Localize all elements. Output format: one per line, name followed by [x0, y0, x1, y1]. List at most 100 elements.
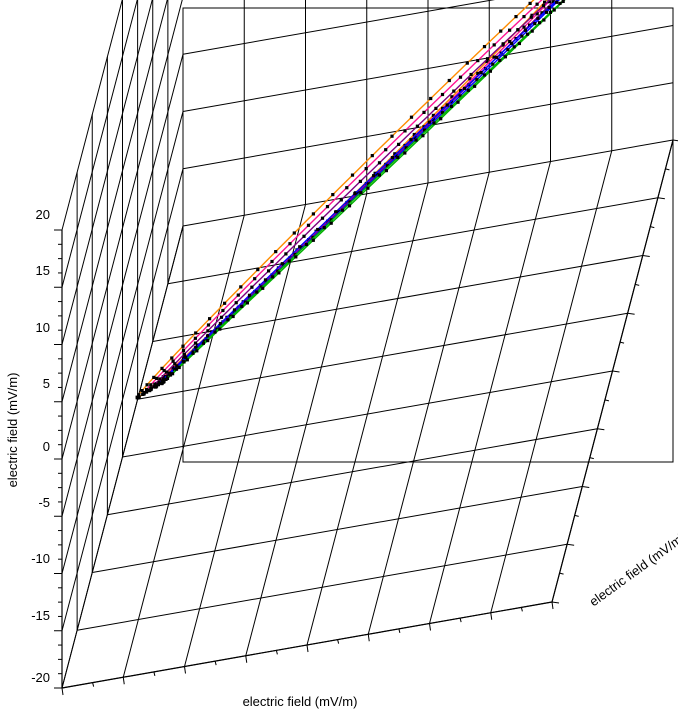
data-point	[182, 352, 186, 356]
data-point	[397, 142, 401, 146]
data-point	[160, 366, 164, 370]
data-point	[274, 250, 278, 254]
data-point	[168, 373, 173, 377]
data-point	[206, 339, 210, 343]
z-tick-label: -10	[31, 551, 50, 566]
data-point	[403, 129, 407, 133]
data-point	[514, 15, 518, 19]
data-point	[154, 385, 158, 389]
data-point	[473, 84, 477, 88]
y-axis-tick	[635, 283, 640, 286]
data-point	[503, 55, 507, 59]
data-point	[155, 381, 159, 386]
data-point	[206, 334, 210, 338]
y-axis-tick	[642, 255, 650, 257]
data-point	[213, 330, 217, 334]
data-point	[431, 113, 435, 117]
data-point	[476, 71, 480, 75]
z-tick-labels: 20 15 10 5 0 -5 -10 -15 -20	[31, 207, 50, 685]
data-point	[536, 16, 540, 20]
x-axis-tick	[490, 612, 493, 620]
data-point	[194, 345, 198, 349]
floor-line-y	[122, 370, 613, 458]
data-point	[485, 59, 489, 64]
data-point	[516, 28, 520, 32]
data-point	[396, 155, 400, 160]
y-axis-tick	[665, 168, 670, 171]
data-point	[340, 208, 345, 212]
data-point	[414, 138, 418, 142]
data-point	[173, 367, 177, 371]
x-axis-tick	[337, 639, 340, 644]
y-axis-tick	[627, 312, 635, 315]
data-point	[280, 262, 284, 266]
data-point	[434, 106, 438, 110]
data-point	[302, 234, 306, 238]
data-point	[535, 12, 539, 16]
x-axis-tick	[367, 634, 370, 642]
data-point	[439, 117, 443, 121]
data-point	[538, 21, 542, 25]
data-point	[255, 290, 259, 294]
data-point	[218, 327, 222, 331]
data-point	[247, 293, 252, 297]
data-point	[377, 173, 381, 177]
x-axis-tick	[398, 628, 401, 633]
data-point	[223, 301, 227, 305]
data-point	[441, 111, 445, 115]
data-point	[307, 238, 311, 242]
z-tick-label: 15	[36, 263, 50, 278]
data-point	[427, 120, 431, 124]
data-point	[294, 255, 298, 259]
data-point	[239, 285, 243, 289]
data-point	[184, 355, 188, 359]
data-point	[140, 389, 144, 393]
data-point	[174, 367, 179, 371]
data-point	[469, 72, 473, 77]
data-point	[390, 134, 394, 138]
data-point	[325, 205, 330, 209]
data-point	[350, 173, 355, 177]
data-point	[149, 387, 153, 392]
data-point	[218, 321, 222, 326]
data-point	[522, 25, 526, 29]
data-point	[167, 371, 171, 375]
z-tick-label: 5	[43, 376, 50, 391]
y-axis-tick	[551, 601, 560, 604]
data-point	[185, 358, 189, 362]
data-point	[458, 75, 463, 79]
data-point	[206, 329, 210, 333]
data-point	[173, 362, 177, 366]
data-point	[267, 269, 271, 273]
data-point	[145, 387, 149, 392]
data-point	[432, 121, 436, 125]
data-point	[322, 226, 326, 230]
data-point	[152, 375, 156, 379]
data-point	[393, 152, 397, 156]
data-point	[561, 0, 565, 4]
data-point	[404, 146, 408, 150]
x-axis-tick	[306, 644, 309, 653]
data-point	[345, 186, 349, 190]
data-point	[293, 252, 297, 257]
data-point	[466, 88, 470, 92]
data-point	[492, 43, 496, 47]
z-tick-label: -20	[31, 670, 50, 685]
data-point	[182, 360, 186, 364]
data-point	[165, 370, 169, 374]
data-point	[153, 382, 157, 386]
data-point	[356, 191, 360, 195]
data-point	[300, 245, 304, 249]
data-point	[449, 100, 454, 104]
data-point	[329, 218, 333, 222]
data-point	[206, 323, 211, 327]
floor-line-y	[77, 543, 568, 631]
data-point	[544, 10, 548, 14]
x-axis-tick	[122, 677, 125, 685]
x-axis-tick	[459, 618, 462, 623]
z-tick-label: -5	[38, 495, 50, 510]
data-point	[135, 396, 139, 400]
data-point	[181, 344, 185, 348]
data-point	[316, 227, 320, 232]
